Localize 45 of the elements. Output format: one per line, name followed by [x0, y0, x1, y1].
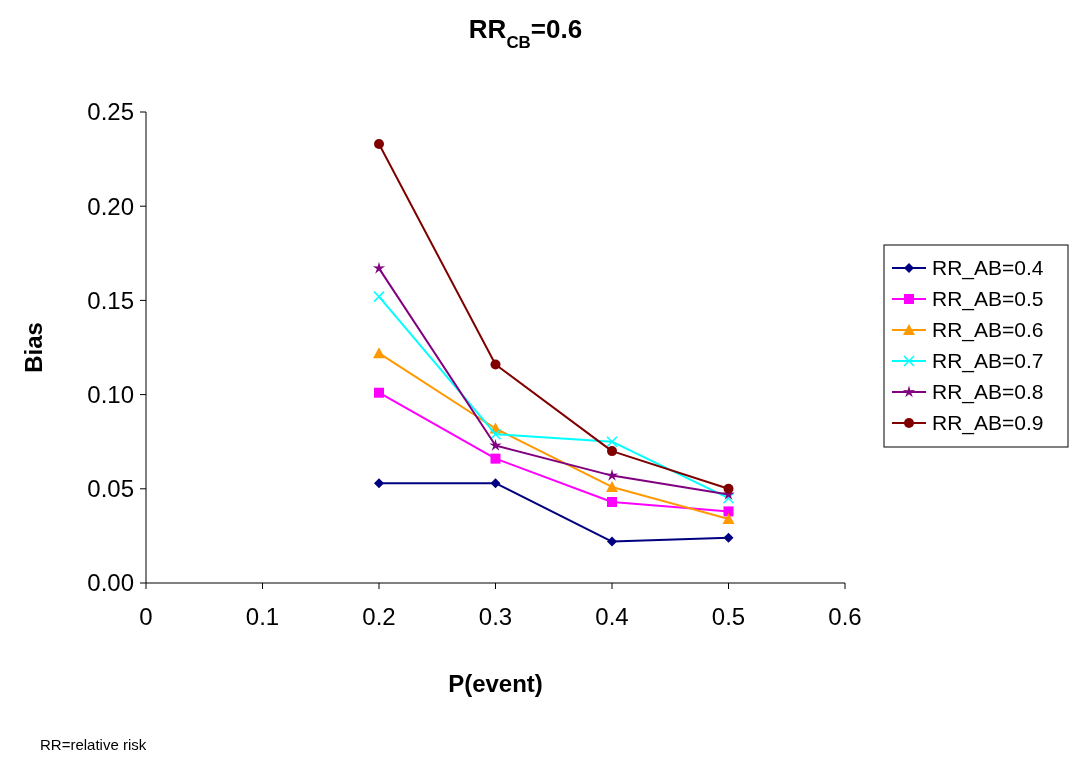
point	[373, 290, 385, 303]
point	[374, 387, 384, 398]
point	[489, 438, 502, 451]
y-tick-label: 0.25	[87, 98, 134, 126]
point	[373, 347, 385, 359]
point	[489, 428, 502, 440]
point	[723, 506, 734, 517]
y-tick-label: 0.00	[87, 569, 134, 597]
point	[722, 512, 735, 524]
x-tick-label: 0.4	[595, 603, 629, 630]
chart-title: RR$_{CB}$=0.6	[468, 14, 583, 52]
y-axis-title: Bias	[20, 322, 47, 373]
point	[606, 480, 618, 492]
point	[372, 261, 386, 274]
x-tick-label: 0.1	[245, 603, 280, 630]
legend-label: RR_AB=0.9	[932, 411, 1044, 436]
text: RR=relative risk	[40, 736, 147, 753]
point	[722, 492, 735, 504]
point	[723, 483, 734, 494]
legend-label: RR_AB=0.5	[932, 287, 1044, 312]
point	[607, 446, 617, 457]
x-tick-label: 0.6	[828, 603, 862, 630]
x-axis-title: P(event)	[448, 670, 543, 697]
point	[490, 359, 501, 370]
point	[490, 453, 501, 464]
point	[607, 496, 617, 507]
legend-label: RR_AB=0.8	[932, 380, 1044, 405]
legend-label: RR_AB=0.6	[932, 318, 1044, 343]
point	[490, 478, 501, 489]
y-tick-label: 0.10	[87, 381, 134, 408]
legend-label: RR_AB=0.4	[932, 256, 1044, 281]
y-tick-label: 0.05	[87, 475, 134, 503]
y-tick-label: 0.15	[87, 286, 134, 314]
point	[605, 469, 619, 481]
point	[607, 536, 617, 547]
y-tick-label: 0.20	[87, 192, 134, 220]
x-tick-label: 0.2	[362, 603, 396, 630]
x-tick-label: 0.3	[478, 603, 513, 630]
point	[606, 435, 618, 448]
point	[723, 532, 734, 543]
x-tick-label: 0	[139, 603, 153, 630]
point	[374, 139, 384, 150]
legend-label: RR_AB=0.7	[932, 349, 1044, 374]
point	[374, 478, 384, 489]
x-tick-label: 0.5	[711, 603, 746, 630]
